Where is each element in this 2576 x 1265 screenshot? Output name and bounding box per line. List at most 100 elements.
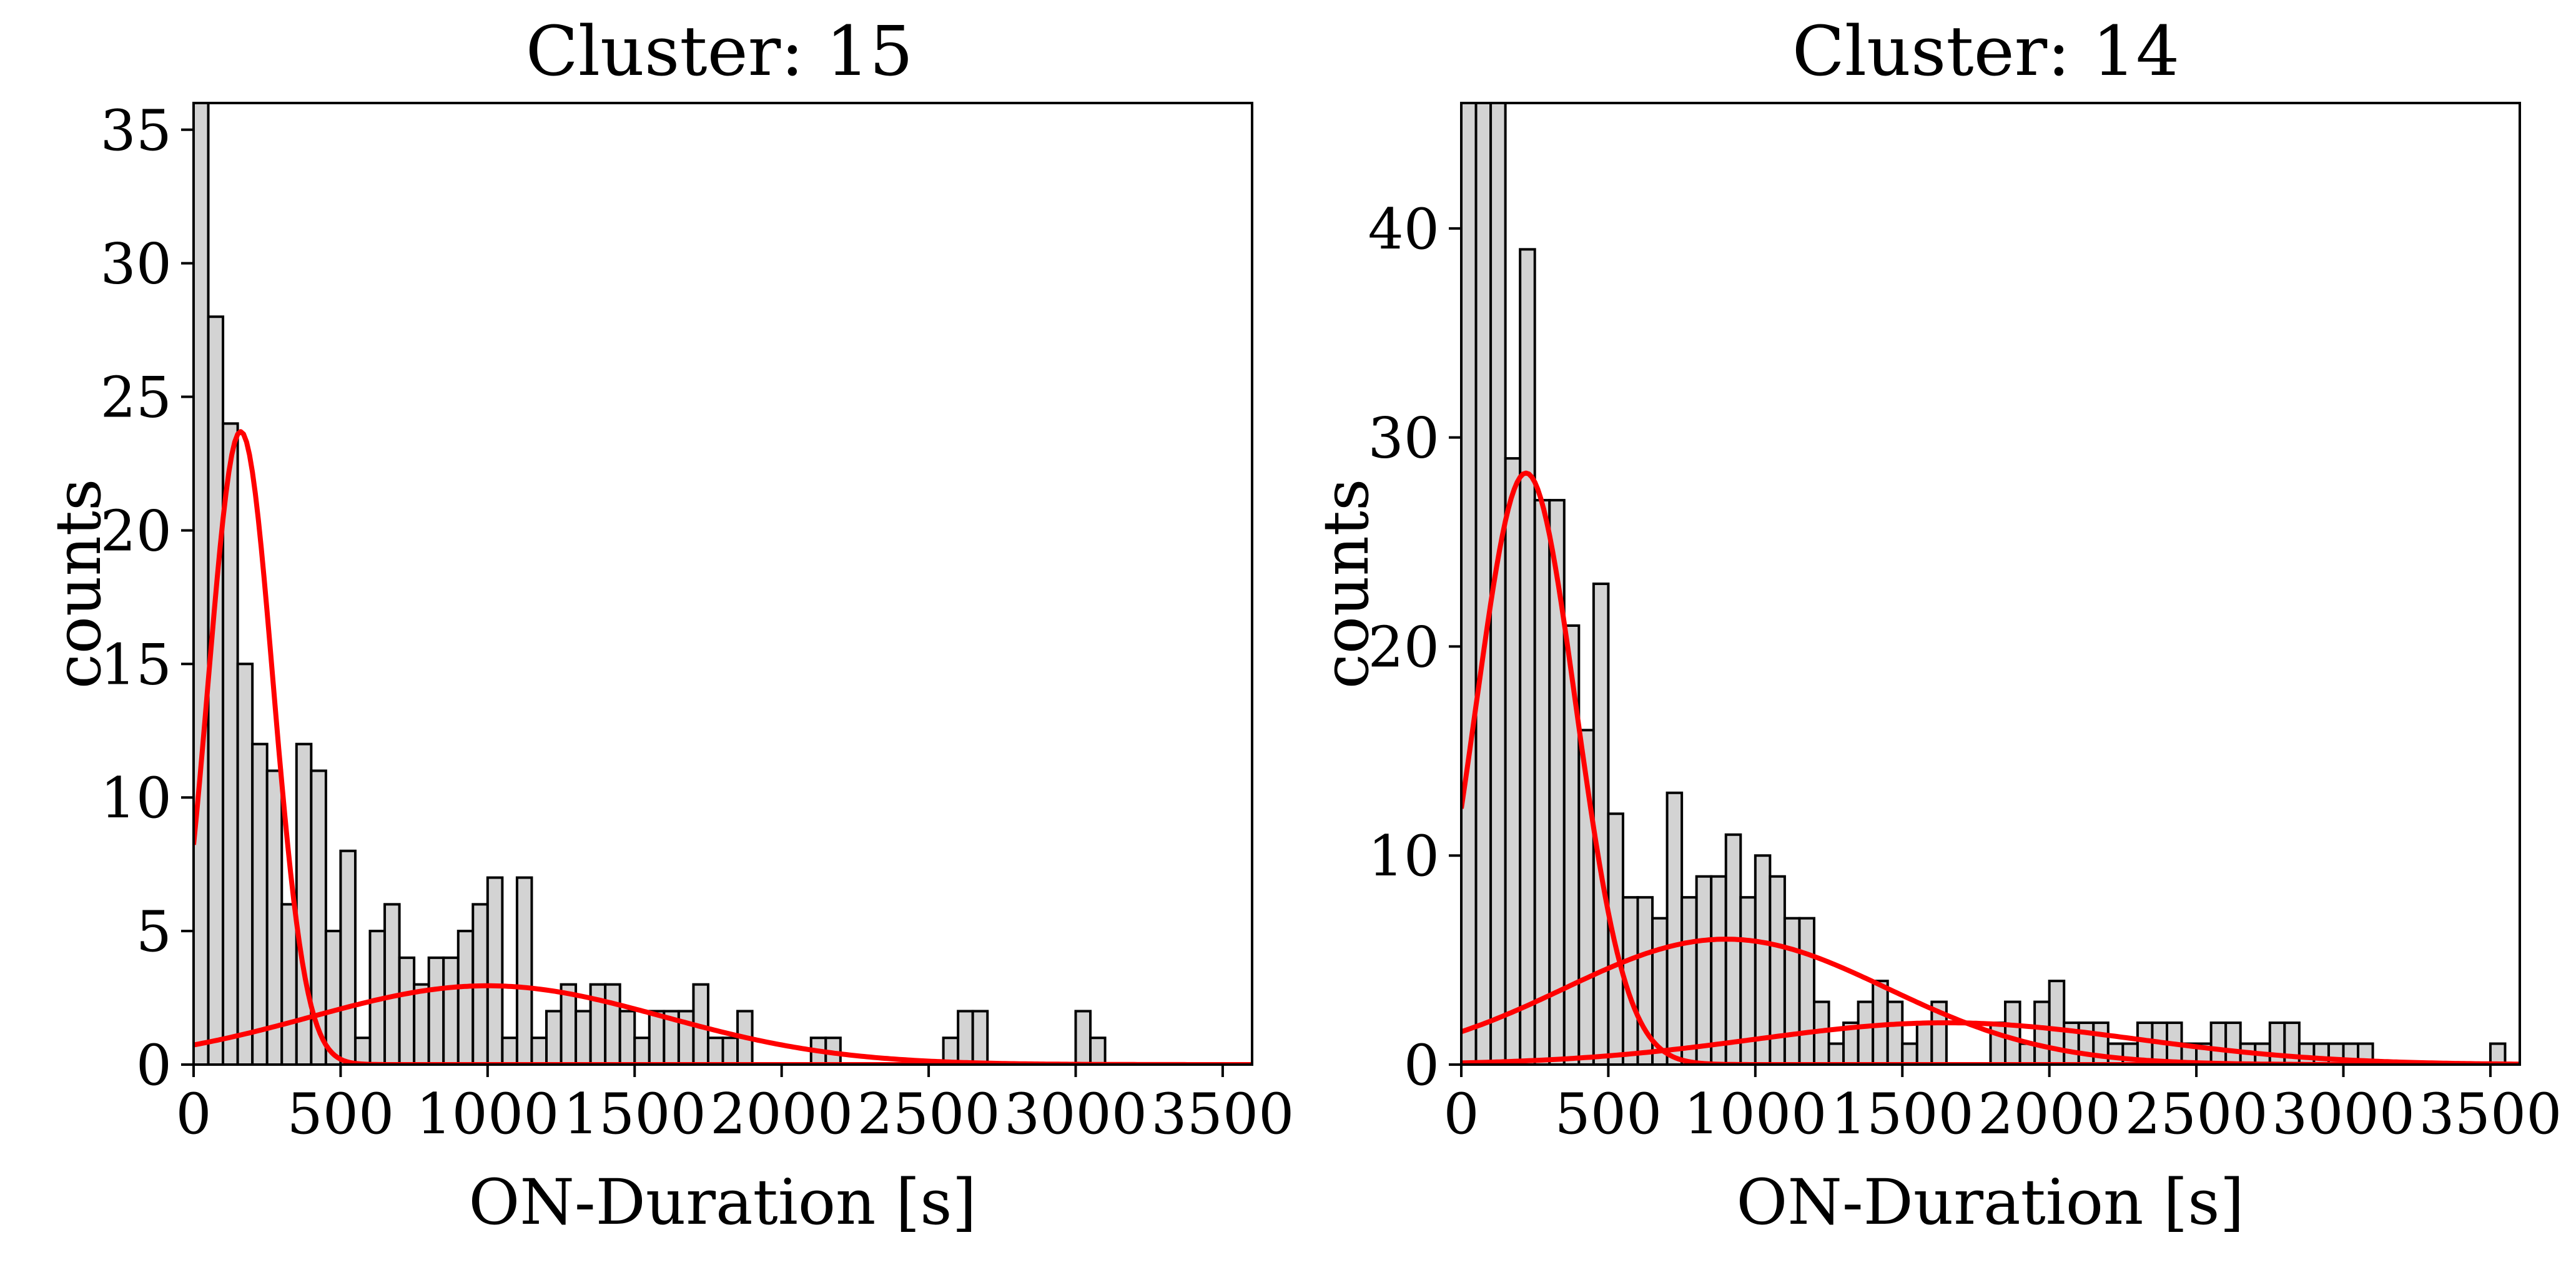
- histogram-bar: [194, 103, 210, 1065]
- y-axis-ticks: 0 10 20 30 40: [1368, 197, 1461, 1098]
- y-tick-label: 25: [100, 365, 172, 431]
- y-tick-label: 20: [100, 498, 172, 564]
- histogram-bar: [1666, 791, 1684, 1065]
- histogram-bar: [251, 742, 269, 1065]
- y-tick-label: 0: [136, 1033, 172, 1098]
- histogram-bar: [1754, 854, 1772, 1065]
- histogram-bar: [2312, 1042, 2330, 1065]
- y-tick-label: 35: [100, 98, 172, 164]
- histogram-bar: [1724, 833, 1742, 1065]
- histogram-bar: [530, 1036, 548, 1065]
- histogram-bar: [971, 1010, 989, 1065]
- histogram-bar: [575, 1010, 592, 1065]
- chart-title: Cluster: 14: [1792, 11, 2180, 91]
- x-axis-ticks: 0 500 1000 1500 2000 2500 3000 3500: [1443, 1065, 2562, 1147]
- histogram-bar: [1089, 1036, 1107, 1065]
- x-tick-label: 500: [1555, 1081, 1662, 1147]
- histogram-bar: [1592, 583, 1610, 1065]
- y-tick-label: 40: [1368, 197, 1439, 262]
- y-tick-label: 20: [1368, 614, 1439, 680]
- histogram-bar: [706, 1036, 724, 1065]
- histogram-bar: [1827, 1042, 1845, 1065]
- histogram-bar: [501, 1036, 518, 1065]
- x-tick-label: 1000: [1684, 1081, 1827, 1147]
- histogram-bar: [2033, 1000, 2051, 1065]
- histogram-bar: [515, 876, 533, 1065]
- histogram-bar: [1710, 875, 1727, 1065]
- y-tick-label: 30: [1368, 406, 1439, 471]
- histogram-bar: [2106, 1042, 2124, 1065]
- histogram-bar: [398, 956, 416, 1065]
- histogram-bar: [2018, 1042, 2036, 1065]
- x-tick-label: 1500: [563, 1081, 706, 1147]
- histogram-bar: [1519, 248, 1536, 1065]
- histogram-bar: [2004, 1000, 2021, 1065]
- x-tick-label: 1000: [416, 1081, 559, 1147]
- histogram-bar: [1886, 1000, 1904, 1065]
- histogram-bar: [618, 1010, 636, 1065]
- histogram-bar: [2268, 1021, 2286, 1065]
- y-tick-label: 10: [100, 765, 172, 831]
- x-tick-label: 3000: [1004, 1081, 1147, 1147]
- x-axis-label: ON-Duration [s]: [1736, 1166, 2244, 1239]
- histogram-bars: [1461, 103, 2520, 1065]
- x-axis-label: ON-Duration [s]: [468, 1166, 976, 1239]
- y-tick-label: 30: [100, 232, 172, 297]
- histogram-bar: [442, 956, 460, 1065]
- histogram-bar: [2297, 1042, 2316, 1065]
- histogram-bar: [648, 1010, 666, 1065]
- x-tick-label: 3000: [2272, 1081, 2415, 1147]
- histogram-bar: [1783, 917, 1801, 1065]
- histogram-bar: [207, 315, 225, 1065]
- histogram-bar: [236, 662, 254, 1065]
- histogram-bar: [339, 849, 357, 1065]
- fit-curve: [1461, 470, 2520, 1065]
- histogram-bar: [383, 903, 401, 1065]
- x-tick-label: 2000: [1978, 1081, 2121, 1147]
- x-axis-ticks: 0 500 1000 1500 2000 2500 3000 3500: [175, 1065, 1294, 1147]
- histogram-bar: [427, 956, 445, 1065]
- x-tick-label: 2500: [2125, 1081, 2268, 1147]
- y-tick-label: 15: [100, 632, 172, 697]
- x-tick-label: 0: [1443, 1081, 1479, 1147]
- axes-frame: [1460, 102, 2521, 1066]
- histogram-bar: [280, 903, 298, 1065]
- histogram-bar: [1461, 103, 1478, 1065]
- histogram-bar: [456, 930, 475, 1065]
- axes-frame: [192, 102, 1253, 1066]
- x-tick-label: 3500: [1151, 1081, 1294, 1147]
- histogram-bar: [545, 1010, 563, 1065]
- histogram-bar: [2224, 1021, 2242, 1065]
- x-tick-label: 0: [175, 1081, 211, 1147]
- y-tick-label: 10: [1368, 824, 1439, 889]
- chart-title: Cluster: 15: [526, 11, 914, 91]
- histogram-bar: [957, 1010, 974, 1065]
- histogram-bar: [2209, 1021, 2228, 1065]
- histogram-bar: [1798, 917, 1815, 1065]
- histogram-bar: [604, 983, 621, 1065]
- x-tick-label: 500: [287, 1081, 395, 1147]
- chart-panel-cluster-15: Cluster: 15 0 500 1000 1500 2000 2500 3000 3500…: [42, 11, 1294, 1239]
- histogram-bar: [1857, 1000, 1875, 1065]
- chart-panel-cluster-14: Cluster: 14 0 500 1000 1500 2000 2500 3000 3500…: [1310, 11, 2562, 1239]
- histogram-bar: [1915, 1021, 1933, 1065]
- histogram-bar: [1695, 875, 1713, 1065]
- histogram-bar: [1504, 457, 1522, 1065]
- x-tick-label: 2000: [710, 1081, 853, 1147]
- histogram-bar: [2077, 1021, 2095, 1065]
- histogram-bar: [413, 983, 430, 1065]
- histogram-bar: [1474, 103, 1493, 1065]
- y-tick-label: 5: [136, 899, 172, 965]
- histogram-bar: [721, 1036, 739, 1065]
- fit-curve: [1461, 1020, 2520, 1065]
- histogram-bar: [1533, 499, 1551, 1065]
- histogram-bar: [310, 769, 327, 1065]
- y-axis-ticks: 0 5 10 15 20 25 30 35: [100, 98, 194, 1098]
- histogram-bar: [265, 769, 284, 1065]
- histogram-bar: [1680, 896, 1698, 1065]
- histogram-bars: [194, 103, 1107, 1065]
- histogram-bar: [1074, 1010, 1092, 1065]
- y-axis-label: counts: [42, 479, 115, 689]
- histogram-bar: [1989, 1021, 2007, 1065]
